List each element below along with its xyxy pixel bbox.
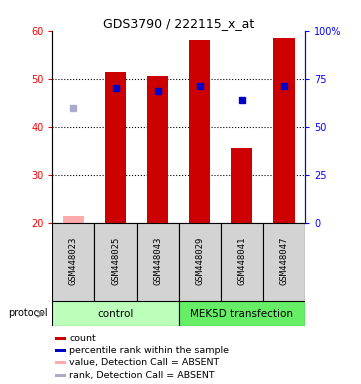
Bar <box>56 361 66 364</box>
Bar <box>63 215 84 223</box>
Text: GSM448047: GSM448047 <box>279 236 288 285</box>
Text: GSM448025: GSM448025 <box>111 236 120 285</box>
Title: GDS3790 / 222115_x_at: GDS3790 / 222115_x_at <box>103 17 254 30</box>
Bar <box>95 223 136 301</box>
Text: control: control <box>97 309 134 319</box>
Bar <box>179 223 221 301</box>
Bar <box>56 374 66 377</box>
Bar <box>52 301 179 326</box>
Text: GSM448029: GSM448029 <box>195 236 204 285</box>
Bar <box>263 223 305 301</box>
Bar <box>147 76 168 223</box>
Text: value, Detection Call = ABSENT: value, Detection Call = ABSENT <box>69 358 219 367</box>
Text: percentile rank within the sample: percentile rank within the sample <box>69 346 229 355</box>
Bar <box>56 349 66 352</box>
Bar <box>52 223 95 301</box>
Bar <box>179 301 305 326</box>
Bar <box>231 148 252 223</box>
Text: MEK5D transfection: MEK5D transfection <box>190 309 293 319</box>
Bar <box>136 223 179 301</box>
Bar <box>189 40 210 223</box>
Text: GSM448023: GSM448023 <box>69 236 78 285</box>
Bar <box>274 38 295 223</box>
Text: GSM448041: GSM448041 <box>238 236 246 285</box>
Text: rank, Detection Call = ABSENT: rank, Detection Call = ABSENT <box>69 371 215 380</box>
Text: protocol: protocol <box>8 308 48 318</box>
Text: GSM448043: GSM448043 <box>153 236 162 285</box>
Bar <box>221 223 263 301</box>
Text: count: count <box>69 334 96 343</box>
Bar <box>56 337 66 340</box>
Bar <box>105 71 126 223</box>
